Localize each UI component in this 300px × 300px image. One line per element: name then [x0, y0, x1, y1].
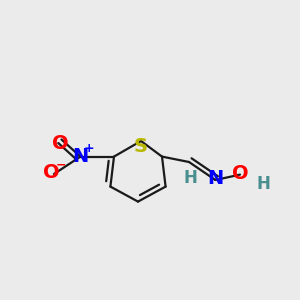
Text: O: O: [43, 163, 60, 182]
Text: −: −: [55, 158, 66, 172]
Text: N: N: [207, 169, 224, 188]
Text: O: O: [232, 164, 249, 183]
Text: O: O: [52, 134, 69, 153]
Text: S: S: [134, 137, 148, 157]
Text: H: H: [256, 175, 270, 193]
Text: N: N: [72, 147, 88, 166]
Text: H: H: [184, 169, 197, 187]
Text: +: +: [83, 142, 94, 155]
